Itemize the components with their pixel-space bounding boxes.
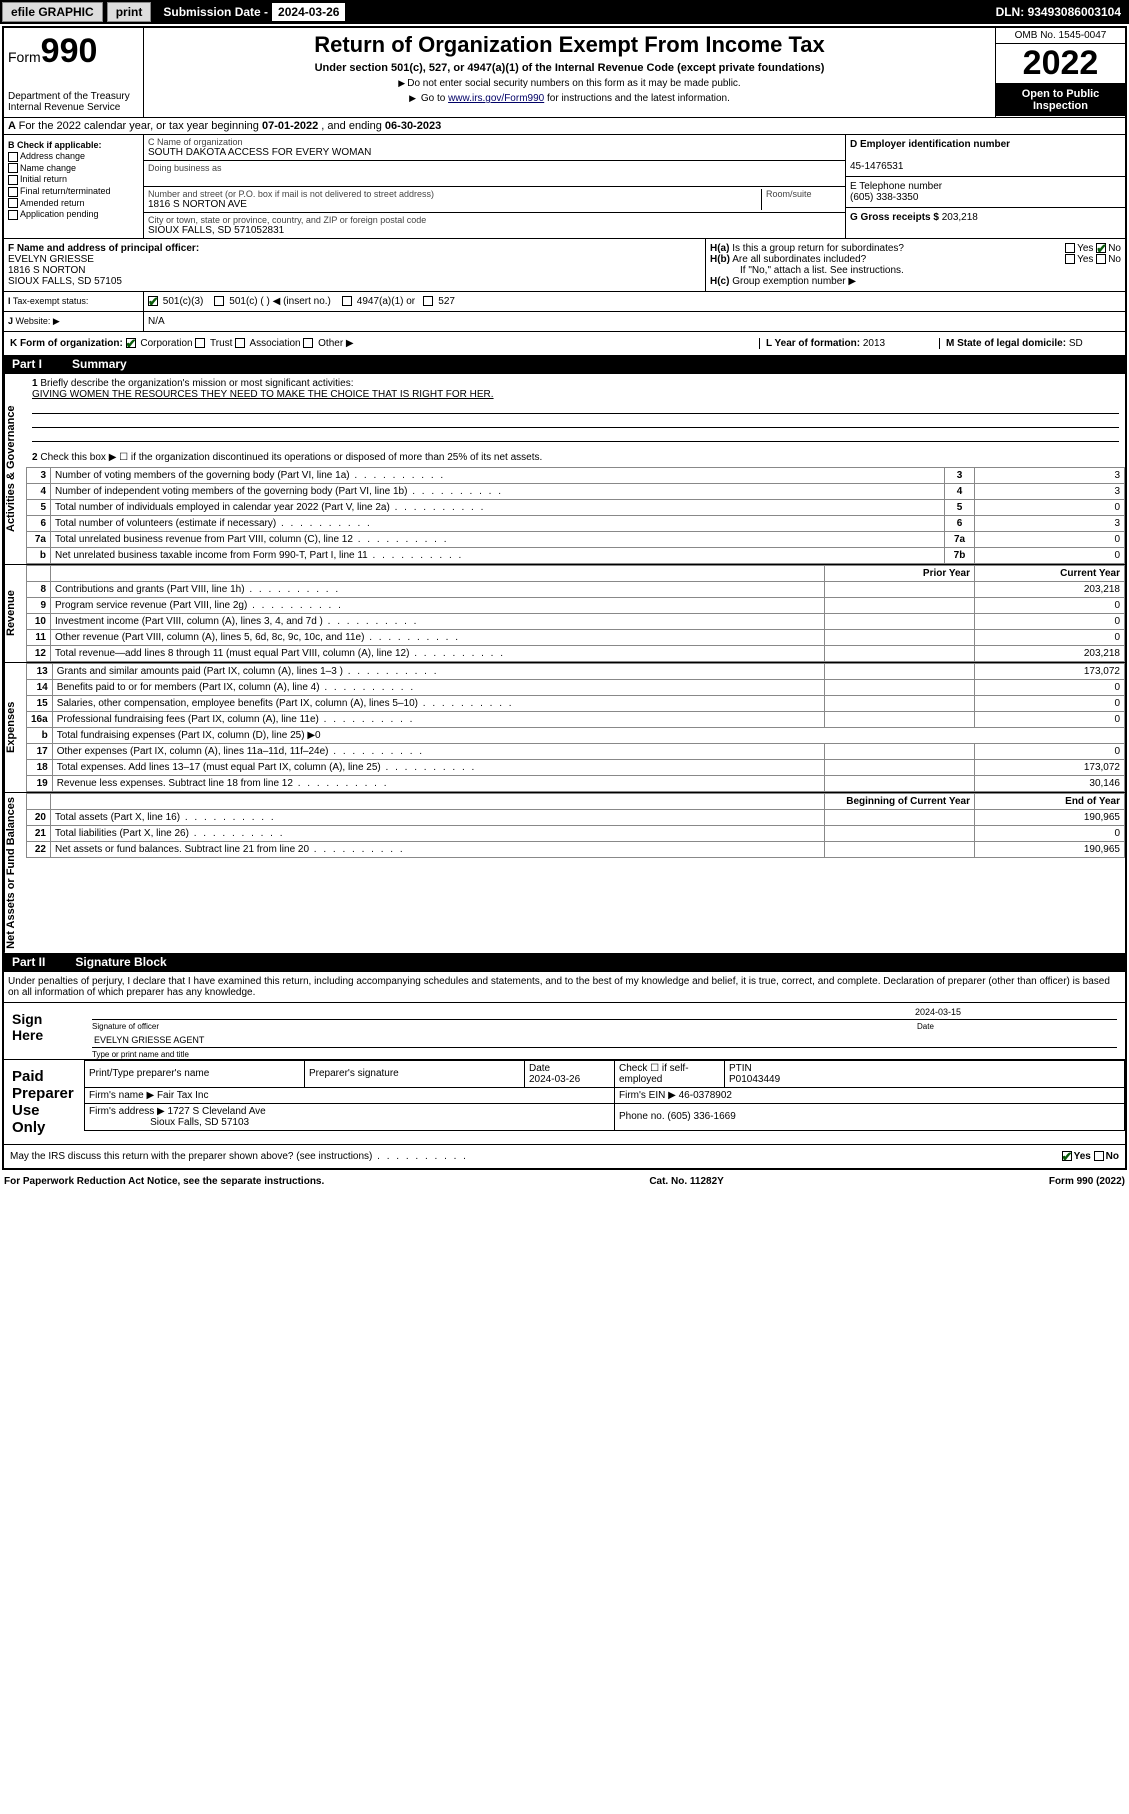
irs-link[interactable]: www.irs.gov/Form990 (448, 93, 544, 104)
street-field: Number and street (or P.O. box if mail i… (144, 187, 845, 213)
tax-year: 2022 (996, 44, 1125, 84)
city-field: City or town, state or province, country… (144, 213, 845, 238)
addr-change-checkbox[interactable] (8, 152, 18, 162)
page-footer: For Paperwork Reduction Act Notice, see … (0, 1172, 1129, 1191)
net-assets-tab: Net Assets or Fund Balances (4, 793, 26, 953)
expenses-table: 13Grants and similar amounts paid (Part … (26, 663, 1125, 792)
revenue-table: Prior YearCurrent Year 8Contributions an… (26, 565, 1125, 662)
revenue-section: Revenue Prior YearCurrent Year 8Contribu… (4, 564, 1125, 662)
open-inspection: Open to Public Inspection (996, 84, 1125, 116)
omb-number: OMB No. 1545-0047 (996, 28, 1125, 44)
dba-field: Doing business as (144, 161, 845, 187)
ha-no[interactable] (1096, 243, 1106, 253)
governance-table: 3Number of voting members of the governi… (26, 467, 1125, 564)
submission-label: Submission Date - (163, 5, 268, 19)
phone-field: E Telephone number (605) 338-3350 (846, 177, 1125, 208)
org-name-field: C Name of organization SOUTH DAKOTA ACCE… (144, 135, 845, 161)
hb-yes[interactable] (1065, 254, 1075, 264)
501c3-checkbox[interactable] (148, 296, 158, 306)
paid-preparer-block: Paid Preparer Use Only Print/Type prepar… (4, 1059, 1125, 1144)
net-assets-section: Net Assets or Fund Balances Beginning of… (4, 792, 1125, 953)
expenses-tab: Expenses (4, 663, 26, 792)
501c-checkbox[interactable] (214, 296, 224, 306)
form-number: Form990 (8, 32, 139, 71)
governance-tab: Activities & Governance (4, 374, 26, 564)
discuss-yes[interactable] (1062, 1151, 1072, 1161)
net-assets-table: Beginning of Current YearEnd of Year 20T… (26, 793, 1125, 858)
officer-h-block: F Name and address of principal officer:… (4, 238, 1125, 291)
form-990: Form990 Department of the Treasury Inter… (2, 26, 1127, 1170)
print-button[interactable]: print (107, 2, 152, 22)
sign-date: 2024-03-15 (915, 1007, 1115, 1017)
initial-return-checkbox[interactable] (8, 175, 18, 185)
discuss-no[interactable] (1094, 1151, 1104, 1161)
department: Department of the Treasury Internal Reve… (8, 91, 139, 113)
ein-field: D Employer identification number 45-1476… (846, 135, 1125, 177)
h-section: H(a) Is this a group return for subordin… (705, 239, 1125, 291)
gross-receipts: G Gross receipts $ 203,218 (846, 208, 1125, 227)
form-title: Return of Organization Exempt From Incom… (148, 32, 991, 58)
sign-here-block: Sign Here 2024-03-15 Signature of office… (4, 1002, 1125, 1059)
principal-officer: F Name and address of principal officer:… (4, 239, 705, 291)
discuss-row: May the IRS discuss this return with the… (4, 1144, 1125, 1168)
corp-checkbox[interactable] (126, 338, 136, 348)
ha-yes[interactable] (1065, 243, 1075, 253)
penalty-statement: Under penalties of perjury, I declare th… (4, 971, 1125, 1002)
4947-checkbox[interactable] (342, 296, 352, 306)
entity-block: B Check if applicable: Address change Na… (4, 134, 1125, 238)
col-b-checkboxes: B Check if applicable: Address change Na… (4, 135, 144, 238)
assoc-checkbox[interactable] (235, 338, 245, 348)
signature-line[interactable] (94, 1007, 915, 1017)
527-checkbox[interactable] (423, 296, 433, 306)
k-l-m-row: K Form of organization: Corporation Trus… (4, 331, 1125, 355)
amended-checkbox[interactable] (8, 198, 18, 208)
note-link: Go to www.irs.gov/Form990 for instructio… (148, 93, 991, 104)
governance-section: Activities & Governance 1 Briefly descri… (4, 373, 1125, 564)
form-subtitle: Under section 501(c), 527, or 4947(a)(1)… (148, 62, 991, 74)
part2-header: Part II Signature Block (4, 953, 1125, 971)
section-a: A For the 2022 calendar year, or tax yea… (4, 117, 1125, 134)
app-pending-checkbox[interactable] (8, 210, 18, 220)
trust-checkbox[interactable] (195, 338, 205, 348)
mission-text: GIVING WOMEN THE RESOURCES THEY NEED TO … (32, 389, 494, 400)
dln: DLN: 93493086003104 (996, 5, 1127, 19)
submission-date: 2024-03-26 (272, 3, 345, 21)
efile-button[interactable]: efile GRAPHIC (2, 2, 103, 22)
expenses-section: Expenses 13Grants and similar amounts pa… (4, 662, 1125, 792)
other-checkbox[interactable] (303, 338, 313, 348)
part1-header: Part I Summary (4, 355, 1125, 373)
note-ssn: Do not enter social security numbers on … (148, 78, 991, 89)
officer-name: EVELYN GRIESSE AGENT (94, 1035, 204, 1045)
name-change-checkbox[interactable] (8, 163, 18, 173)
hb-no[interactable] (1096, 254, 1106, 264)
tax-exempt-row: I Tax-exempt status: 501(c)(3) 501(c) ( … (4, 291, 1125, 311)
website-row: J Website: ▶ N/A (4, 311, 1125, 331)
final-return-checkbox[interactable] (8, 187, 18, 197)
topbar: efile GRAPHIC print Submission Date - 20… (0, 0, 1129, 24)
form-header: Form990 Department of the Treasury Inter… (4, 28, 1125, 117)
revenue-tab: Revenue (4, 565, 26, 662)
